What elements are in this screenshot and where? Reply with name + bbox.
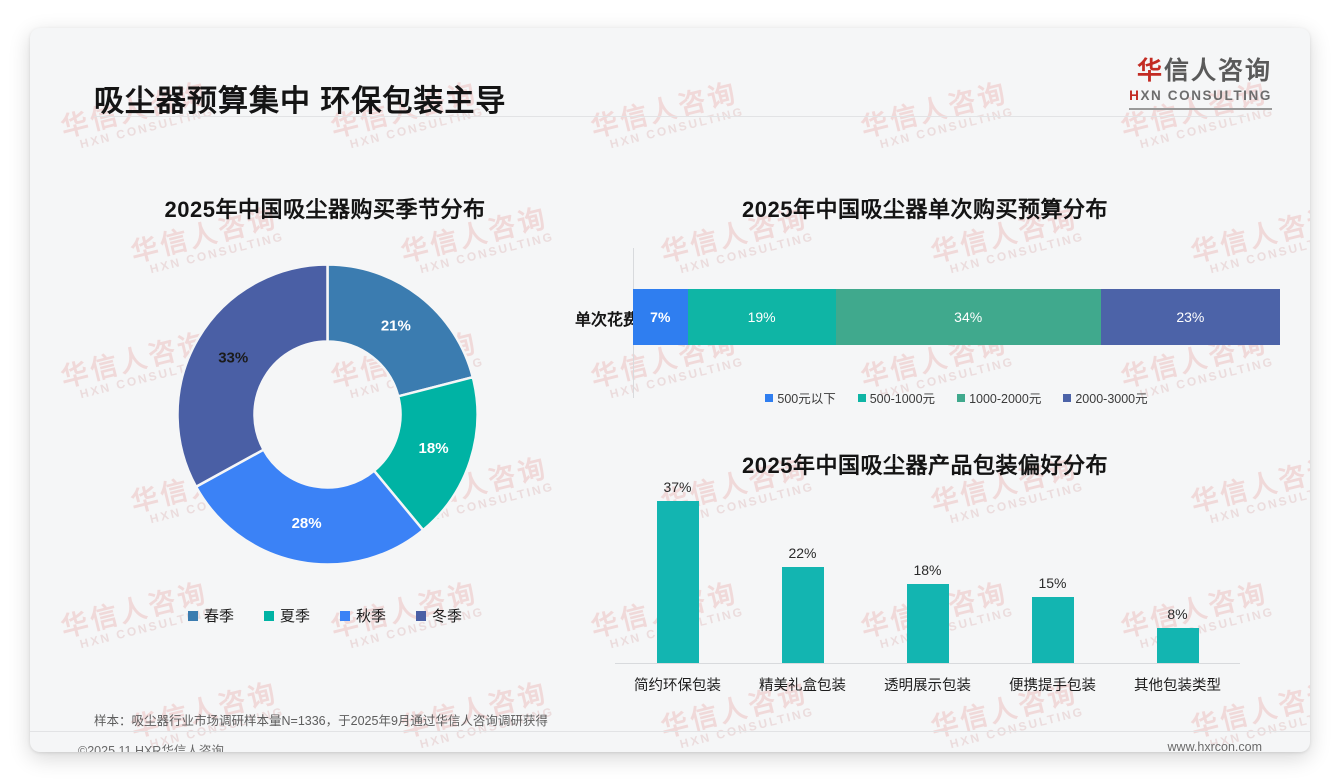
bar-value-label: 22% [788,544,817,561]
packaging-chart-title: 2025年中国吸尘器产品包装偏好分布 [742,453,1108,478]
legend-item-冬季[interactable]: 冬季 [416,605,462,626]
brand-logo: 华信人咨询 HXN CONSULTING [1129,57,1272,110]
donut-slice-label: 18% [419,440,449,457]
season-chart-title: 2025年中国吸尘器购买季节分布 [164,197,486,222]
bar-column[interactable]: 22% [740,488,865,663]
bar-column[interactable]: 37% [615,479,740,663]
donut-slice[interactable] [194,447,425,566]
page-title: 吸尘器预算集中 环保包装主导 [94,85,507,118]
logo-en-rest: XN CONSULTING [1140,87,1272,103]
slide-card: 华信人咨询 HXN CONSULTING 华信人咨询 HXN CONSULTING 华信… [30,28,1310,752]
legend-item-春季[interactable]: 春季 [187,605,234,626]
donut-slice[interactable] [176,263,329,489]
bar-column[interactable]: 8% [1115,488,1240,663]
slide-header: 吸尘器预算集中 环保包装主导 华信人咨询 HXN CONSULTING [30,28,1310,118]
bar-category-label: 便携提手包装 [1009,678,1096,694]
legend-label: 500-1000元 [869,392,936,406]
bar-value-label: 8% [1167,606,1188,622]
legend-item-2000-3000元[interactable]: 2000-3000元 [1063,388,1148,407]
stacked-bar-segment[interactable]: 23% [1100,289,1280,345]
season-distribution-chart: 2025年中国吸尘器购买季节分布 21% 18% 28% 33% 春季 夏季 秋季 冬季 [70,150,580,670]
bar-rect[interactable] [656,501,699,663]
legend-item-秋季[interactable]: 秋季 [340,605,386,626]
budget-chart-title: 2025年中国吸尘器单次购买预算分布 [742,197,1108,222]
legend-item-500-1000元[interactable]: 500-1000元 [857,388,936,407]
bar-rect[interactable] [906,584,949,663]
logo-accent-char: 华 [1136,57,1164,85]
footer-website: www.hxrcon.com [1167,740,1262,752]
stacked-bar-segment[interactable]: 34% [835,289,1101,345]
budget-legend: 500元以下 500-1000元 1000-2000元 2000-3000元 [633,388,1280,407]
stacked-bar-segment[interactable]: 7% [633,289,688,345]
logo-underline [1129,107,1272,110]
budget-distribution-chart: 2025年中国吸尘器单次购买预算分布 单次花费 7% 19% 34% 23% 500元… [575,150,1280,430]
bar-category-label: 精美礼盒包装 [759,678,846,694]
bar-column[interactable]: 18% [865,488,990,663]
legend-swatch-icon [765,393,774,402]
legend-swatch-icon [957,393,966,402]
season-legend: 春季 夏季 秋季 冬季 [70,605,580,626]
bar-column[interactable]: 15% [990,488,1115,663]
packaging-preference-chart: 2025年中国吸尘器产品包装偏好分布 37% 22% 18% 15% 8% 简约环保包装… [575,426,1275,708]
bar-rect[interactable] [1156,628,1199,663]
header-divider [94,116,1246,117]
legend-label: 2000-3000元 [1075,392,1148,406]
footer-divider [30,731,1310,732]
budget-stacked-bar: 7% 19% 34% 23% [633,289,1280,345]
bar-value-label: 37% [663,479,692,496]
legend-swatch-icon [187,610,198,621]
legend-label: 秋季 [356,608,387,625]
legend-label: 夏季 [279,608,310,625]
bar-rect[interactable] [1031,597,1074,663]
stacked-bar-segment[interactable]: 19% [687,289,836,345]
bar-category-label: 简约环保包装 [634,678,721,694]
legend-swatch-icon [1063,393,1072,402]
logo-chinese-text: 华信人咨询 [1129,57,1272,86]
legend-label: 春季 [203,608,234,625]
bar-value-label: 15% [1038,575,1067,592]
legend-swatch-icon [263,610,274,621]
donut-slice-label: 21% [381,317,411,334]
legend-swatch-icon [857,393,866,402]
bar-value-label: 18% [913,562,942,579]
donut-slice-label: 28% [292,515,322,532]
legend-label: 冬季 [432,608,463,625]
legend-swatch-icon [416,610,427,621]
legend-swatch-icon [340,610,350,621]
budget-axis-label: 单次花费 [575,312,640,329]
legend-item-夏季[interactable]: 夏季 [263,605,310,626]
legend-item-500元以下[interactable]: 500元以下 [765,388,836,407]
packaging-baseline [615,663,1240,664]
logo-cn-rest: 信人咨询 [1163,57,1272,85]
bar-rect[interactable] [781,566,824,663]
logo-en-accent: H [1129,87,1141,103]
sample-note: 样本：吸尘器行业市场调研样本量N=1336，于2025年9月通过华信人咨询调研获… [94,714,548,728]
donut-slice-label: 33% [218,350,248,367]
packaging-bars-plot: 37% 22% 18% 15% 8% [615,479,1240,663]
donut-slice[interactable] [372,375,479,532]
legend-label: 500元以下 [777,392,836,406]
legend-label: 1000-2000元 [969,392,1042,406]
footer-copyright: ©2025.11 HXR华信人咨询 [78,744,224,752]
donut-svg: 21% 18% 28% 33% [176,263,479,566]
donut-graphic: 21% 18% 28% 33% [175,262,480,567]
legend-item-1000-2000元[interactable]: 1000-2000元 [957,388,1041,407]
logo-english-text: HXN CONSULTING [1129,88,1272,103]
bar-category-label: 其他包装类型 [1134,678,1221,694]
bar-category-label: 透明展示包装 [884,678,971,694]
donut-slice[interactable] [326,263,475,398]
